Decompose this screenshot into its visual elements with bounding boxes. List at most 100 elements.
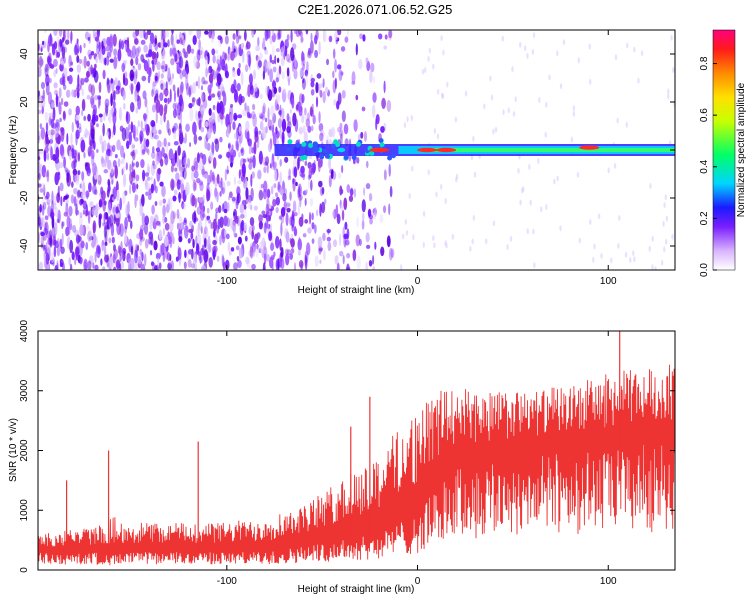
spectrogram-cell — [135, 69, 138, 80]
spectrogram-cell — [104, 156, 108, 168]
spectrogram-cell — [297, 105, 303, 113]
spectrogram-cell — [201, 153, 207, 166]
spectrogram-cell — [158, 200, 163, 206]
spectrogram-cell — [211, 141, 215, 156]
spectrogram-cell — [532, 32, 536, 39]
spectrogram-cell — [216, 54, 221, 65]
spectrogram-cell — [600, 252, 603, 259]
spectrogram-cell — [271, 80, 277, 89]
spectrogram-cell — [64, 39, 70, 45]
spectrogram-cell — [275, 192, 279, 197]
spectrogram-cell — [349, 188, 354, 197]
spectrogram-cell — [103, 200, 107, 206]
spectrogram-cell — [275, 126, 278, 135]
spectrogram-cell — [103, 169, 109, 174]
spectrogram-cell — [469, 245, 472, 252]
spectrogram-cell — [44, 30, 47, 34]
spectrogram-cell — [492, 220, 496, 227]
spectrogram-cell — [274, 236, 280, 249]
spectrogram-cell — [207, 84, 212, 94]
spectrogram-cell — [359, 33, 363, 40]
spectrogram-cell — [576, 171, 580, 178]
spectrogram-cell — [86, 94, 91, 100]
spectrogram-cell — [314, 224, 317, 234]
spectrogram-cell — [221, 181, 226, 195]
spectrogram-cell — [160, 114, 163, 126]
spectrogram-cell — [57, 185, 60, 198]
spectrogram-cell — [155, 155, 160, 165]
spectrogram-cell — [318, 41, 321, 55]
spectrogram-cell — [224, 52, 228, 61]
spectrogram-cell — [365, 232, 370, 243]
spectrogram-cell — [162, 204, 166, 218]
spectrogram-cell — [102, 222, 107, 227]
spectrogram-cell — [178, 235, 183, 243]
spectrogram-cell — [588, 43, 591, 50]
spectrogram-cell — [306, 60, 309, 74]
spectrogram-cell — [270, 105, 275, 118]
spectrogram-cell — [424, 67, 427, 74]
spectrogram-cell — [187, 238, 191, 244]
spectrogram-cell — [171, 30, 174, 35]
spectrogram-cell — [196, 98, 200, 106]
spectrogram-cell — [105, 55, 110, 66]
spectrogram-cell — [272, 161, 278, 169]
spectrogram-cell — [281, 71, 285, 80]
spectrogram-cell — [182, 137, 187, 144]
spectrogram-cell — [233, 89, 238, 103]
spectrogram-cell — [372, 255, 375, 265]
spectrogram-cell — [169, 220, 174, 233]
spectrogram-cell — [205, 68, 210, 75]
spectrogram-cell — [358, 238, 362, 246]
spectrogram-cell — [305, 73, 309, 87]
spectrogram-cell — [151, 89, 154, 97]
spectrogram-cell — [265, 203, 270, 217]
spectrogram-cell — [45, 81, 50, 96]
spectrogram-cell — [517, 167, 520, 174]
spectrogram-cell — [265, 125, 268, 134]
spectrogram-cell — [136, 81, 141, 92]
spectrogram-cell — [312, 114, 316, 125]
spectrogram-cell — [614, 54, 618, 61]
spectrogram-cell — [334, 255, 339, 265]
spectrogram-cell — [192, 82, 196, 95]
spectrogram-cell — [371, 104, 376, 118]
spectrogram-cell — [107, 116, 111, 121]
spectrogram-cell — [353, 188, 357, 198]
spectrogram-cell — [310, 167, 315, 175]
spectrogram-cell — [152, 163, 157, 170]
spectrogram-cell — [268, 125, 273, 131]
spectrogram-cell — [343, 123, 349, 135]
spectrogram-cell — [41, 105, 44, 115]
spectrogram-cell — [48, 112, 54, 118]
spectrogram-cell — [251, 171, 255, 179]
spectrogram-cell — [245, 41, 251, 50]
spectrogram-cell — [94, 251, 97, 263]
spectrogram-cell — [170, 178, 175, 191]
spectrogram-cell — [310, 40, 314, 54]
spectrogram-cell — [203, 237, 207, 248]
spectrogram-cell — [167, 77, 173, 86]
colorbar-label: Normalized spectral amplitude — [736, 82, 747, 217]
spectrogram-cell — [278, 86, 282, 93]
spectrogram-cell — [68, 67, 74, 72]
spectrogram-cell — [161, 51, 164, 60]
spectrogram-cell — [163, 112, 166, 123]
spectrogram-cell — [166, 252, 171, 262]
spectrogram-cell — [219, 136, 223, 143]
spectrogram-cell — [146, 63, 150, 75]
spectrogram-cell — [298, 30, 302, 36]
spectrogram-cell — [263, 180, 268, 193]
spectrogram-cell — [509, 235, 513, 242]
spectrogram-cell — [155, 220, 161, 226]
spectrogram-cell — [271, 45, 275, 57]
spectrogram-cell — [120, 158, 125, 165]
spectrogram-cell — [266, 163, 269, 174]
spectrogram-cell — [78, 236, 82, 242]
spectrogram-cell — [155, 252, 161, 260]
spectrogram-cell — [110, 93, 113, 107]
spectrogram-cell — [298, 126, 304, 135]
spectrogram-cell — [267, 89, 273, 102]
spectrogram-cell — [160, 83, 164, 91]
spectrogram-cell — [365, 57, 369, 64]
